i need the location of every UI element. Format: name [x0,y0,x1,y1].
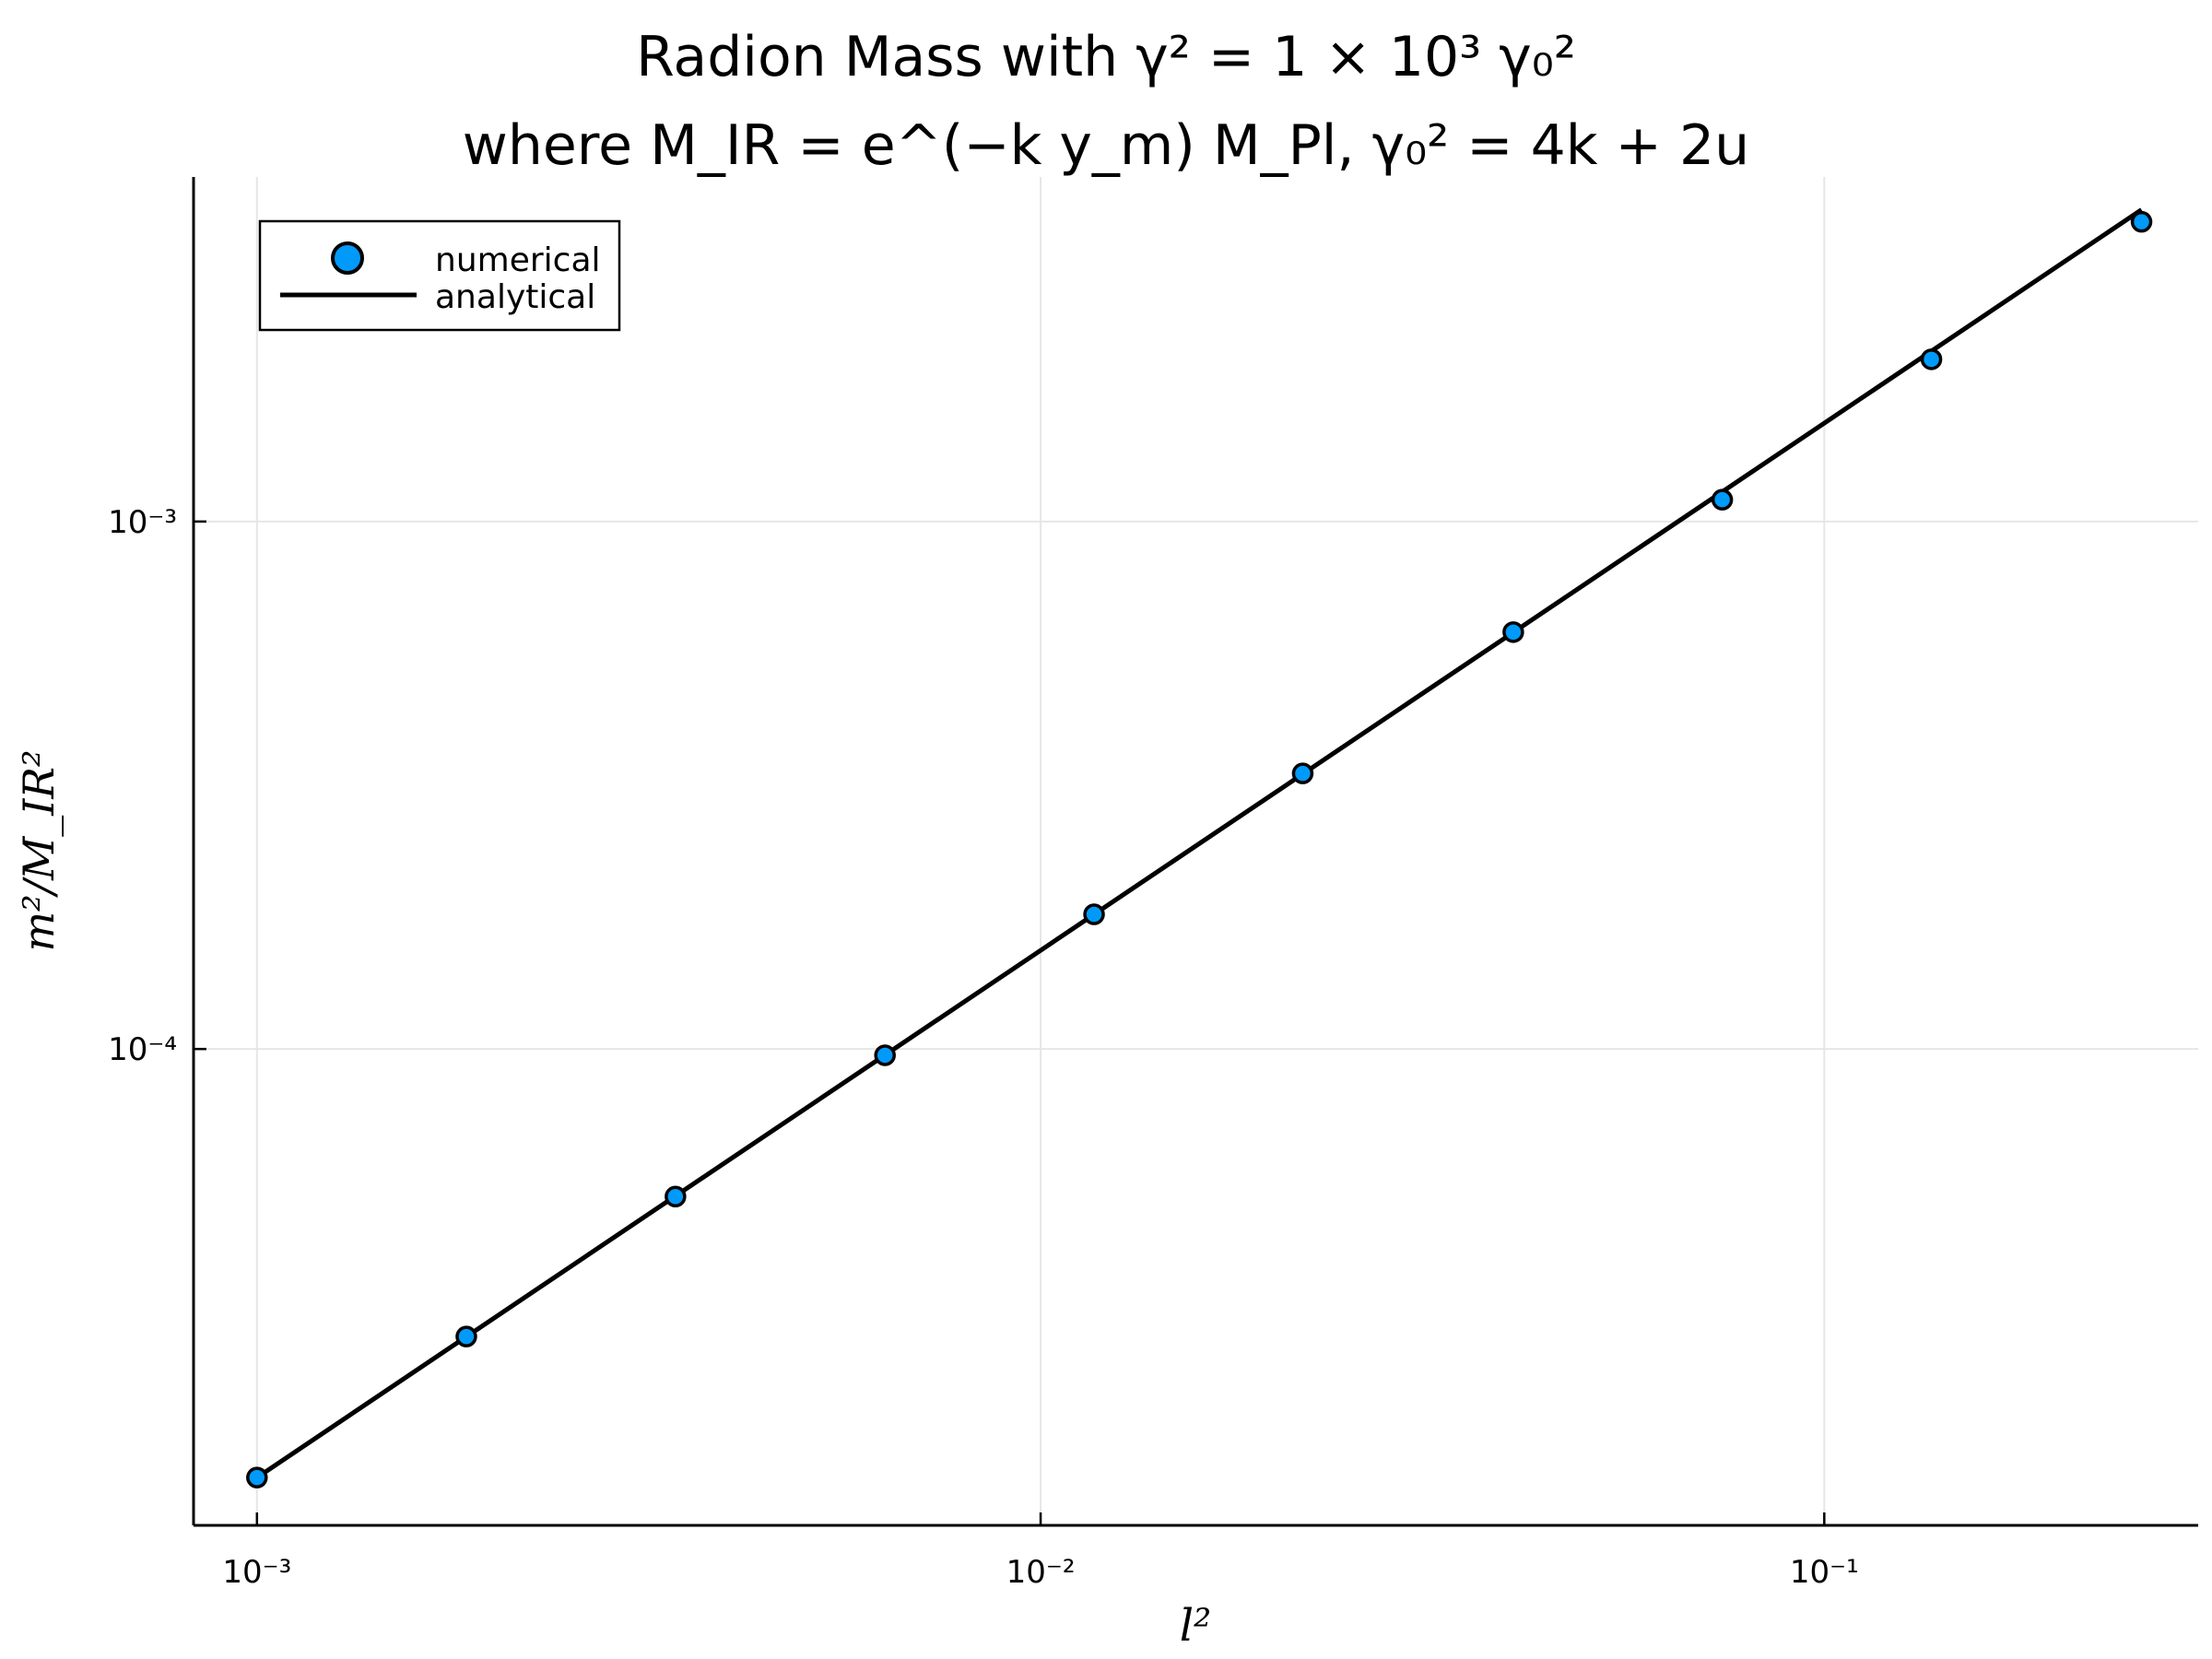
numerical-point [1711,488,1734,511]
legend-label-numerical: numerical [435,241,601,279]
x-tick-label: 10⁻³ [222,1554,291,1591]
series-analytical [255,207,2143,1480]
x-tick-label: 10⁻¹ [1790,1554,1859,1591]
x-tick-label: 10⁻² [1006,1554,1076,1591]
chart-title-line-2: where M_IR = e^(−k y_m) M_Pl, γ₀² = 4k +… [463,113,1749,178]
chart-title-line-1: Radion Mass with γ² = 1 × 10³ γ₀² [636,25,1576,89]
analytical-line [255,207,2143,1480]
legend-marker-numerical [331,241,364,275]
grid-lines [194,177,2198,1525]
axes [192,177,2198,1527]
numerical-point [1083,903,1105,925]
tick-marks: 10⁻³ 10⁻² 10⁻¹ 10⁻⁴ 10⁻³ [108,504,1859,1591]
chart-title: Radion Mass with γ² = 1 × 10³ γ₀² where … [463,25,1749,178]
y-tick-label: 10⁻³ [108,504,177,541]
numerical-point [455,1325,477,1347]
x-axis-label: l² [1180,1600,1212,1652]
series-numerical [246,210,2153,1488]
numerical-point [1920,348,1943,371]
y-tick-label: 10⁻⁴ [108,1031,177,1068]
numerical-point [1502,621,1524,643]
legend-label-analytical: analytical [435,278,595,316]
numerical-point [1291,762,1314,784]
legend-box [258,219,621,332]
numerical-point [665,1185,687,1208]
y-axis-label: m²/M_IR² [14,750,64,952]
numerical-point [874,1044,896,1066]
numerical-point [246,1466,268,1488]
numerical-point [2130,210,2153,233]
legend: numerical analytical [258,219,621,332]
